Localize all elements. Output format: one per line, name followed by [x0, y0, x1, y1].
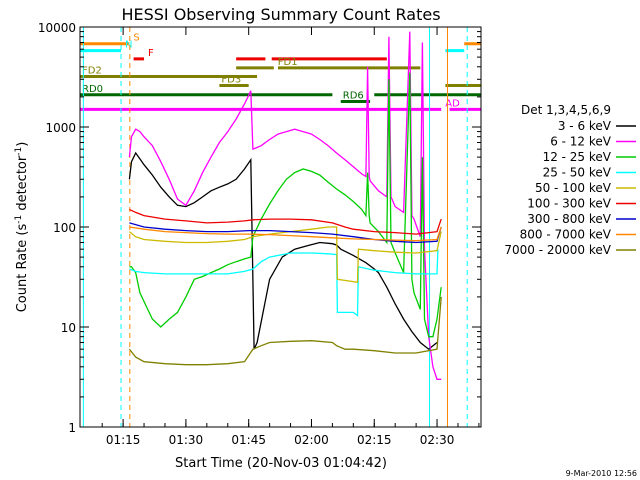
flag-label-rd6: RD6 — [343, 90, 364, 101]
series-line-7000-20000-kev — [128, 296, 442, 366]
legend-label-12-25-kev: 12 - 25 keV — [543, 150, 612, 164]
series-lines — [128, 31, 442, 380]
y-tick-label: 1 — [68, 421, 76, 435]
x-tick-label: 02:00 — [294, 433, 329, 447]
y-axis-label-sup2: -1 — [14, 147, 24, 156]
flag-label-fd3: FD3 — [221, 75, 241, 86]
series-line-50-100-kev — [128, 226, 442, 284]
legend-label-3-6-kev: 3 - 6 keV — [558, 119, 612, 133]
y-axis-ticks: 1 10 100 1000 10000 — [38, 21, 481, 435]
y-axis-label-sup1: -1 — [14, 215, 24, 224]
y-axis-label-main: Count Rate (s — [15, 224, 30, 313]
legend-label-25-50-kev: 25 - 50 keV — [543, 166, 612, 180]
flag-label-fd1: FD1 — [278, 57, 298, 68]
legend-label-50-100-kev: 50 - 100 keV — [535, 181, 612, 195]
legend-label-7000-20000-kev: 7000 - 20000 keV — [504, 243, 611, 257]
legend-label-6-12-kev: 6 - 12 keV — [550, 135, 612, 149]
series-line-100-300-kev — [129, 208, 442, 235]
x-tick-label: 01:15 — [106, 433, 141, 447]
series-line-25-50-kev — [129, 249, 439, 317]
vertical-markers — [82, 27, 468, 427]
legend-title: Det 1,3,4,5,6,9 — [521, 103, 611, 117]
legend-label-300-800-kev: 300 - 800 keV — [527, 212, 611, 226]
y-tick-label: 10 — [61, 321, 76, 335]
x-tick-label: 01:45 — [231, 433, 266, 447]
flag-label-rd0: RD0 — [82, 84, 103, 95]
y-tick-label: 10000 — [38, 21, 76, 35]
date-stamp: 9-Mar-2010 12:56 — [566, 469, 637, 478]
series-line-12-25-kev — [129, 72, 442, 338]
y-axis-label-end: ) — [15, 142, 30, 147]
flag-label-ad: AD — [445, 98, 460, 109]
flag-label-n: N — [125, 40, 132, 51]
legend-label-100-300-kev: 100 - 300 keV — [527, 197, 611, 211]
x-tick-label: 02:15 — [357, 433, 392, 447]
x-tick-label: 01:30 — [169, 433, 204, 447]
x-tick-label: 02:30 — [420, 433, 455, 447]
x-axis-ticks: 01:15 01:30 01:45 02:00 02:15 02:30 — [101, 27, 480, 447]
y-axis-label: Count Rate (s-1 detector-1) — [14, 142, 30, 313]
series-line-300-800-kev — [129, 222, 442, 244]
y-tick-label: 1000 — [45, 121, 76, 135]
y-tick-label: 100 — [53, 221, 76, 235]
chart-title: HESSI Observing Summary Count Rates — [121, 5, 440, 24]
series-line-3-6-kev — [128, 151, 438, 351]
series-line-800-7000-kev — [129, 226, 442, 242]
flag-bars: SN F FD1 FD2 FD3 RD0 RD6 AD — [80, 33, 481, 111]
series-line-6-12-kev — [128, 31, 442, 380]
flag-label-fd2: FD2 — [82, 65, 102, 76]
legend-label-800-7000-kev: 800 - 7000 keV — [520, 228, 612, 242]
x-axis-label: Start Time (20-Nov-03 01:04:42) — [175, 456, 387, 471]
y-axis-label-mid: detector — [15, 155, 30, 215]
flag-label-f: F — [148, 48, 154, 59]
flag-label-s: S — [133, 33, 139, 44]
